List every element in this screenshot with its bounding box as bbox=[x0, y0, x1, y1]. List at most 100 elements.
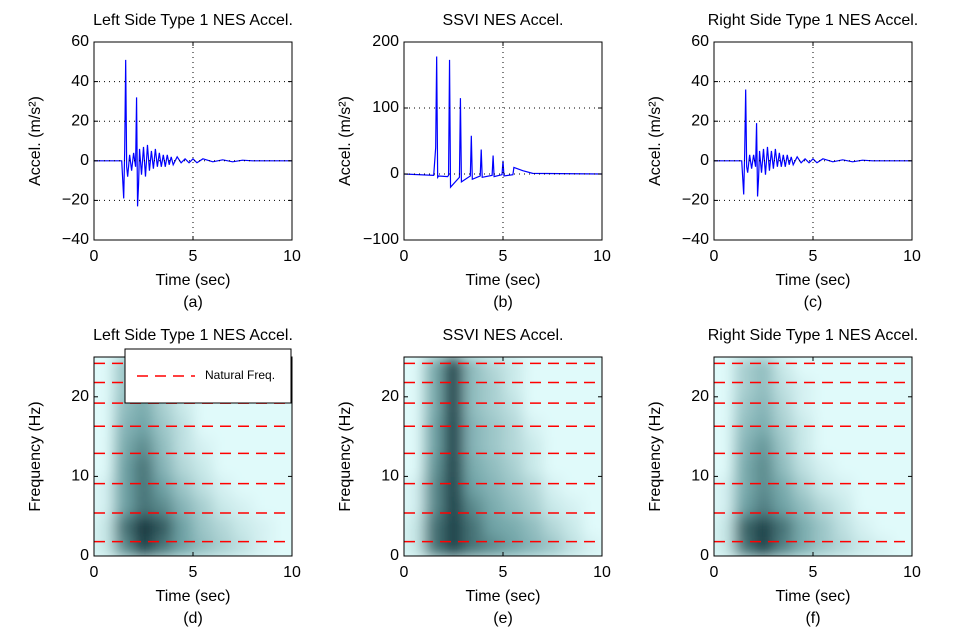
y-tick-label: 20 bbox=[71, 388, 89, 405]
heatmap-cell bbox=[542, 516, 563, 537]
y-tick-label: −40 bbox=[62, 231, 89, 248]
heatmap-cell bbox=[443, 456, 464, 477]
heatmap-cell bbox=[113, 456, 135, 477]
heatmap-cell bbox=[872, 376, 893, 398]
heatmap-cell bbox=[832, 396, 854, 418]
heatmap-cell bbox=[443, 496, 464, 517]
heatmap-cell bbox=[443, 476, 464, 497]
heatmap-cell bbox=[423, 436, 445, 457]
x-tick-label: 5 bbox=[809, 564, 818, 581]
panel-caption: (c) bbox=[804, 294, 823, 311]
heatmap-cell bbox=[892, 436, 912, 457]
axes-frame bbox=[93, 41, 293, 241]
heatmap-cell bbox=[872, 536, 893, 556]
panel-title: Left Side Type 1 NES Accel. bbox=[93, 12, 293, 29]
heatmap-cell bbox=[753, 456, 774, 477]
heatmap-cell bbox=[753, 376, 774, 398]
y-tick-label: 0 bbox=[390, 165, 399, 182]
heatmap-cell bbox=[113, 476, 135, 497]
heatmap-cell bbox=[542, 496, 563, 517]
heatmap bbox=[404, 357, 602, 556]
heatmap-cell bbox=[562, 436, 583, 457]
heatmap-cell bbox=[193, 476, 214, 497]
heatmap-cell bbox=[813, 476, 834, 497]
heatmap-cell bbox=[793, 476, 814, 497]
heatmap-cell bbox=[193, 516, 214, 537]
heatmap-cell bbox=[463, 536, 484, 556]
heatmap-cell bbox=[852, 516, 873, 537]
heatmap-cell bbox=[793, 357, 814, 378]
heatmap-cell bbox=[892, 357, 912, 378]
heatmap-cell bbox=[503, 436, 524, 457]
heatmap-cell bbox=[503, 396, 524, 418]
panel-caption: (e) bbox=[493, 610, 513, 627]
heatmap-cell bbox=[733, 416, 755, 438]
y-tick-label: 10 bbox=[381, 468, 399, 485]
heatmap-cell bbox=[562, 516, 583, 537]
x-axis-label: Time (sec) bbox=[776, 588, 851, 605]
heatmap-cell bbox=[443, 436, 464, 457]
heatmap-cell bbox=[542, 536, 563, 556]
heatmap-cell bbox=[522, 436, 544, 457]
heatmap-cell bbox=[793, 416, 814, 438]
heatmap-cell bbox=[423, 456, 445, 477]
heatmap-cell bbox=[542, 396, 563, 418]
heatmap-cell bbox=[252, 516, 273, 537]
heatmap-cell bbox=[852, 436, 873, 457]
heatmap-cell bbox=[193, 436, 214, 457]
y-axis-label: Frequency (Hz) bbox=[27, 401, 44, 511]
heatmap-cell bbox=[832, 536, 854, 556]
heatmap-cell bbox=[733, 516, 755, 537]
heatmap-cell bbox=[813, 496, 834, 517]
heatmap-cell bbox=[813, 536, 834, 556]
heatmap-cell bbox=[173, 476, 194, 497]
heatmap-cell bbox=[872, 496, 893, 517]
heatmap-cell bbox=[714, 516, 735, 537]
heatmap-cell bbox=[272, 436, 292, 457]
heatmap-cell bbox=[813, 436, 834, 457]
heatmap-cell bbox=[153, 416, 174, 438]
panel-title: SSVI NES Accel. bbox=[443, 327, 564, 344]
heatmap-cell bbox=[463, 436, 484, 457]
heatmap-cell bbox=[892, 456, 912, 477]
heatmap-cell bbox=[113, 416, 135, 438]
panel-caption: (d) bbox=[183, 610, 203, 627]
heatmap-cell bbox=[773, 396, 794, 418]
x-tick-label: 0 bbox=[90, 564, 99, 581]
heatmap-cell bbox=[753, 436, 774, 457]
heatmap-cell bbox=[714, 496, 735, 517]
heatmap-cell bbox=[753, 396, 774, 418]
heatmap-cell bbox=[872, 436, 893, 457]
heatmap-cell bbox=[773, 496, 794, 517]
heatmap-cell bbox=[832, 516, 854, 537]
heatmap-cell bbox=[813, 376, 834, 398]
heatmap-cell bbox=[404, 436, 425, 457]
heatmap-cell bbox=[753, 357, 774, 378]
y-tick-label: 40 bbox=[691, 73, 709, 90]
heatmap-cell bbox=[892, 516, 912, 537]
heatmap-cell bbox=[133, 416, 154, 438]
heatmap-cell bbox=[813, 516, 834, 537]
heatmap-cell bbox=[404, 357, 425, 378]
heatmap-cell bbox=[753, 496, 774, 517]
heatmap-cell bbox=[582, 496, 602, 517]
heatmap-cell bbox=[443, 416, 464, 438]
x-tick-label: 10 bbox=[593, 248, 611, 265]
heatmap-cell bbox=[423, 376, 445, 398]
heatmap-cell bbox=[522, 476, 544, 497]
heatmap-cell bbox=[94, 436, 115, 457]
heatmap-cell bbox=[483, 396, 504, 418]
heatmap-cell bbox=[773, 416, 794, 438]
heatmap-cell bbox=[153, 496, 174, 517]
y-tick-label: 0 bbox=[80, 547, 89, 564]
heatmap-cell bbox=[753, 476, 774, 497]
heatmap-cell bbox=[443, 536, 464, 556]
heatmap-cell bbox=[733, 436, 755, 457]
y-tick-label: 40 bbox=[71, 73, 89, 90]
axes-frame bbox=[713, 41, 913, 241]
heatmap-cell bbox=[733, 536, 755, 556]
y-tick-label: 0 bbox=[700, 547, 709, 564]
heatmap-cell bbox=[542, 436, 563, 457]
y-tick-label: 20 bbox=[71, 112, 89, 129]
heatmap-cell bbox=[133, 436, 154, 457]
